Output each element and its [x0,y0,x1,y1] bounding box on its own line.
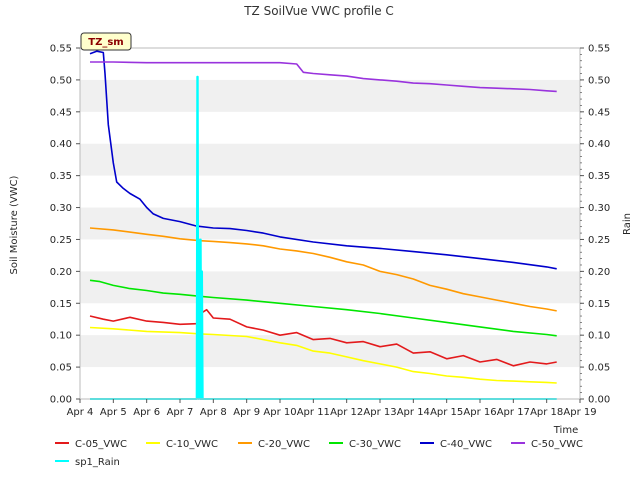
grid-band [80,271,580,304]
series-line-c-05-vwc [89,308,557,367]
x-tick-label: Apr 9 [233,407,260,418]
x-tick-label: Apr 14 [397,407,430,418]
x-tick-label: Apr 17 [497,407,530,418]
x-tick-label: Apr 7 [167,407,194,418]
legend-label: C-50_VWC [531,439,583,450]
site-badge-label: TZ_sm [88,37,123,48]
x-tick-label: Apr 19 [563,407,596,418]
series-line-c-50-vwc [90,61,557,93]
x-tick-label: Apr 8 [200,407,227,418]
y-tick-label: 0.10 [50,331,72,342]
series-line-c-20-vwc [89,227,557,312]
legend-label: C-05_VWC [75,439,127,450]
axes: 0.00 0.00 0.05 0.05 0.10 0.10 0.15 0.15 0.20 0.20… [50,44,611,419]
chart-title: TZ SoilVue VWC profile C [243,4,394,18]
y2-tick-label: 0.40 [588,139,610,150]
x-axis-title: Time [553,425,578,436]
x-tick-label: Apr 13 [363,407,396,418]
x-tick-label: Apr 5 [100,407,127,418]
legend-label: C-20_VWC [258,439,310,450]
site-badge: TZ_sm [80,32,132,51]
x-tick-label: Apr 12 [330,407,363,418]
grid-bands [80,79,580,368]
y-tick-label: 0.30 [50,203,72,214]
series-line-c-30-vwc [89,279,557,337]
y2-tick-label: 0.20 [588,267,610,278]
legend-label: C-30_VWC [349,439,401,450]
y2-tick-label: 0.50 [588,75,610,86]
x-tick-label: Apr 15 [430,407,463,418]
y-tick-label: 0.20 [50,267,72,278]
grid-band [80,207,580,240]
x-tick-label: Apr 11 [297,407,330,418]
site-badge-box [80,32,132,51]
y-tick-label: 0.05 [50,363,72,374]
plot-frame [79,47,581,400]
legend-label: sp1_Rain [75,457,120,468]
x-tick-label: Apr 10 [263,407,296,418]
y-tick-label: 0.45 [50,107,72,118]
grid-band [80,143,580,176]
y-tick-label: 0.40 [50,139,72,150]
y2-tick-label: 0.05 [588,363,610,374]
y-tick-label: 0.15 [50,299,72,310]
y2-tick-label: 0.45 [588,107,610,118]
legend-label: C-10_VWC [166,439,218,450]
legend: C-05_VWC C-10_VWC C-20_VWC C-30_VWC C-40_VWC… [55,439,583,468]
x-tick-label: Apr 6 [133,407,160,418]
y-axis-title: Soil Moisture (VWC) [9,175,20,274]
y-tick-label: 0.35 [50,171,72,182]
grid-band [80,335,580,368]
y-tick-label: 0.50 [50,75,72,86]
y2-tick-label: 0.55 [588,44,610,55]
y2-tick-label: 0.35 [588,171,610,182]
y-tick-label: 0.25 [50,235,72,246]
y2-tick-label: 0.15 [588,299,610,310]
y-tick-label: 0.55 [50,44,72,55]
grid-band [80,79,580,112]
y-tick-label: 0.00 [50,395,72,406]
legend-label: C-40_VWC [440,439,492,450]
x-tick-label: Apr 18 [530,407,563,418]
x-tick-label: Apr 16 [463,407,496,418]
y2-tick-label: 0.10 [588,331,610,342]
y2-axis-title: Rain [622,213,633,235]
y2-tick-label: 0.00 [588,395,610,406]
x-tick-label: Apr 4 [67,407,94,418]
y2-tick-label: 0.30 [588,203,610,214]
y2-tick-label: 0.25 [588,235,610,246]
